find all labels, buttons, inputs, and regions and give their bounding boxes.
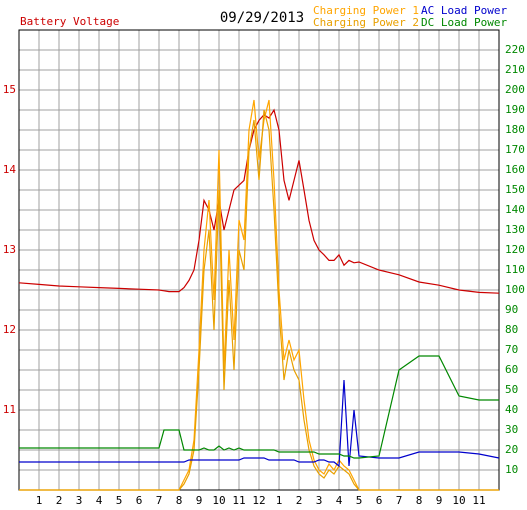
y-tick-label: 11 [3,403,16,416]
y2-tick-label: 200 [505,83,525,96]
y2-tick-label: 120 [505,243,525,256]
x-tick-label: 1 [276,494,283,507]
series-line [19,355,499,459]
plot-frame [18,29,500,491]
x-tick-label: 9 [196,494,203,507]
series-line [18,108,500,294]
y2-tick-label: 130 [505,223,525,236]
y-tick-label: 13 [3,243,16,256]
x-tick-label: 3 [76,494,83,507]
y2-tick-label: 20 [505,443,518,456]
y2-tick-label: 150 [505,183,525,196]
legend-entry: DC Load Power [421,16,507,29]
y-tick-label: 12 [3,323,16,336]
x-tick-label: 4 [96,494,103,507]
y2-tick-label: 60 [505,363,518,376]
x-tick-label: 2 [296,494,303,507]
x-tick-label: 5 [356,494,363,507]
x-tick-label: 8 [416,494,423,507]
x-tick-label: 3 [316,494,323,507]
y2-tick-label: 220 [505,43,525,56]
y2-tick-label: 170 [505,143,525,156]
y-tick-label: 15 [3,83,16,96]
y2-tick-label: 80 [505,323,518,336]
y2-tick-label: 90 [505,303,518,316]
y-tick-label: 14 [3,163,17,176]
y2-tick-label: 190 [505,103,525,116]
y2-tick-label: 210 [505,63,525,76]
series-line [19,379,500,468]
x-tick-label: 6 [376,494,383,507]
y2-tick-label: 50 [505,383,518,396]
x-tick-label: 11 [472,494,485,507]
series-line [19,109,499,491]
y2-tick-label: 30 [505,423,518,436]
y2-tick-label: 10 [505,463,518,476]
x-tick-label: 7 [156,494,163,507]
x-tick-label: 2 [56,494,63,507]
x-tick-label: 6 [136,494,143,507]
x-tick-label: 5 [116,494,123,507]
x-tick-label: 9 [436,494,443,507]
x-tick-label: 8 [176,494,183,507]
y2-tick-label: 160 [505,163,525,176]
y2-tick-label: 40 [505,403,518,416]
x-tick-label: 12 [252,494,265,507]
chart-title: 09/29/2013 [220,10,304,26]
legend-entry: Charging Power 1 [313,4,419,17]
legend-entry: Charging Power 2 [313,16,419,29]
x-tick-label: 10 [212,494,225,507]
y2-tick-label: 180 [505,123,525,136]
x-tick-label: 1 [36,494,43,507]
y2-tick-label: 110 [505,263,525,276]
legend-entry: AC Load Power [421,4,507,17]
legend-entry: Battery Voltage [20,15,119,28]
x-tick-label: 10 [452,494,465,507]
x-tick-label: 7 [396,494,403,507]
x-tick-label: 11 [232,494,245,507]
x-tick-label: 4 [336,494,343,507]
y2-tick-label: 140 [505,203,525,216]
y2-tick-label: 70 [505,343,518,356]
y2-tick-label: 100 [505,283,525,296]
